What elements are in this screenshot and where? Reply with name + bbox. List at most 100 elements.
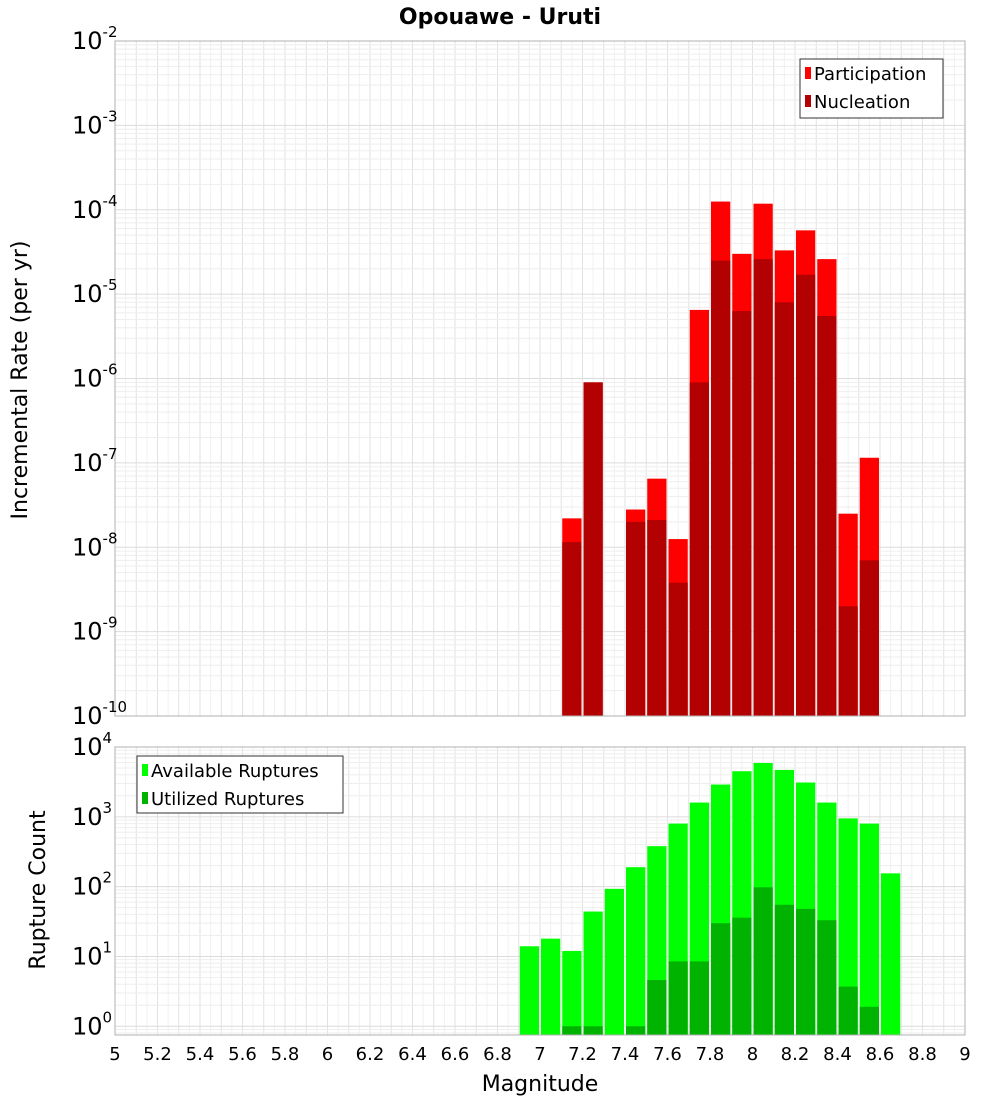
bar xyxy=(753,887,773,1035)
bar xyxy=(732,917,752,1035)
x-tick-label: 8.6 xyxy=(866,1044,895,1065)
bar xyxy=(562,542,582,716)
bar xyxy=(562,1026,582,1035)
x-tick-label: 6.8 xyxy=(483,1044,512,1065)
bar xyxy=(519,946,539,1035)
x-tick-label: 9 xyxy=(959,1044,970,1065)
x-tick-label: 5 xyxy=(109,1044,120,1065)
legend-box xyxy=(799,58,944,119)
x-tick-label: 8.8 xyxy=(908,1044,937,1065)
plot-frame xyxy=(114,746,966,1036)
bar xyxy=(626,1026,646,1035)
bar xyxy=(711,923,731,1035)
legend-label: Available Ruptures xyxy=(151,761,319,782)
grid-lines xyxy=(114,41,966,717)
bar xyxy=(838,818,858,1035)
y-tick-label: 10-10 xyxy=(72,698,127,730)
legend: Participation Nucleation xyxy=(799,58,944,119)
x-tick-label: 7.6 xyxy=(653,1044,682,1065)
bar xyxy=(583,1026,603,1035)
magnitude-axis-label: Magnitude xyxy=(482,1072,599,1097)
bar xyxy=(689,382,709,716)
count-panel: 100 101 102 103 104 Available Ruptures Utilize… xyxy=(72,729,971,1065)
series-utilized-ruptures xyxy=(562,887,879,1035)
bar xyxy=(859,1006,879,1035)
legend-swatch xyxy=(142,764,148,776)
y-tick-label: 101 xyxy=(72,938,112,970)
bar xyxy=(562,950,582,1035)
bar xyxy=(859,560,879,716)
x-tick-label: 6 xyxy=(322,1044,333,1065)
bar xyxy=(647,520,667,716)
x-tick-label: 8.4 xyxy=(823,1044,852,1065)
x-tick-label: 7.2 xyxy=(568,1044,597,1065)
y-tick-label: 10-5 xyxy=(72,276,118,308)
y-tick-label: 104 xyxy=(72,729,112,761)
y-tick-label: 100 xyxy=(72,1008,112,1040)
bar xyxy=(689,961,709,1035)
y-tick-label: 10-8 xyxy=(72,529,118,561)
chart-title: Opouawe - Uruti xyxy=(399,5,601,30)
bar xyxy=(668,582,688,716)
x-tick-label: 5.8 xyxy=(271,1044,300,1065)
bar xyxy=(541,938,561,1035)
bar xyxy=(668,961,688,1035)
bar xyxy=(711,260,731,716)
x-tick-label: 7.4 xyxy=(611,1044,640,1065)
bar xyxy=(604,888,624,1035)
bar xyxy=(838,986,858,1035)
x-tick-label: 6.6 xyxy=(441,1044,470,1065)
legend: Available Ruptures Utilized Ruptures xyxy=(136,755,344,814)
x-tick-label: 5.6 xyxy=(228,1044,257,1065)
x-tick-label: 6.4 xyxy=(398,1044,427,1065)
bar xyxy=(753,259,773,716)
bar xyxy=(774,904,794,1035)
bar xyxy=(796,908,816,1035)
bar xyxy=(647,980,667,1035)
x-tick-label: 8 xyxy=(747,1044,758,1065)
legend-label: Utilized Ruptures xyxy=(151,789,304,810)
bar xyxy=(626,867,646,1035)
legend-swatch xyxy=(142,792,148,804)
bar xyxy=(583,911,603,1035)
legend-label: Nucleation xyxy=(814,92,910,113)
bar xyxy=(881,873,901,1035)
y-tick-label: 102 xyxy=(72,869,112,901)
y-tick-label: 10-4 xyxy=(72,192,118,224)
x-tick-label: 5.2 xyxy=(143,1044,172,1065)
bar xyxy=(626,521,646,716)
y-tick-label: 103 xyxy=(72,799,112,831)
bar xyxy=(817,316,837,716)
y-tick-labels: 100 101 102 103 104 xyxy=(72,729,112,1040)
bar xyxy=(838,606,858,716)
legend-swatch xyxy=(805,95,811,107)
bar xyxy=(732,311,752,716)
legend-swatch xyxy=(805,67,811,79)
x-tick-label: 7.8 xyxy=(696,1044,725,1065)
legend-label: Participation xyxy=(814,64,926,85)
series-nucleation xyxy=(562,259,879,716)
plot-frame xyxy=(114,40,966,717)
y-tick-label: 10-7 xyxy=(72,445,118,477)
rate-axis-label: Incremental Rate (per yr) xyxy=(8,241,33,520)
x-tick-labels: 5 5.2 5.4 5.6 5.8 6 6.2 6.4 6.6 6.8 7 7.2 7.4 7.6 7.8 8… xyxy=(109,1044,970,1065)
count-axis-label: Rupture Count xyxy=(26,810,51,970)
x-tick-label: 8.2 xyxy=(781,1044,810,1065)
x-tick-label: 6.2 xyxy=(356,1044,385,1065)
x-tick-label: 7 xyxy=(534,1044,545,1065)
y-tick-label: 10-6 xyxy=(72,361,118,393)
rate-panel: 10-10 10-9 10-8 10-7 10-6 10-5 10-4 10-3 10-2 Par… xyxy=(72,23,966,730)
x-tick-label: 5.4 xyxy=(186,1044,215,1065)
y-tick-label: 10-3 xyxy=(72,107,118,139)
bar xyxy=(817,920,837,1035)
y-tick-label: 10-2 xyxy=(72,23,118,55)
y-tick-label: 10-9 xyxy=(72,614,118,646)
legend-box xyxy=(136,755,344,814)
series-available-ruptures xyxy=(519,762,901,1035)
bar xyxy=(859,823,879,1035)
bar xyxy=(796,274,816,716)
bar xyxy=(774,302,794,716)
y-tick-labels: 10-10 10-9 10-8 10-7 10-6 10-5 10-4 10-3 10-2 xyxy=(72,23,127,730)
bar xyxy=(583,382,603,716)
